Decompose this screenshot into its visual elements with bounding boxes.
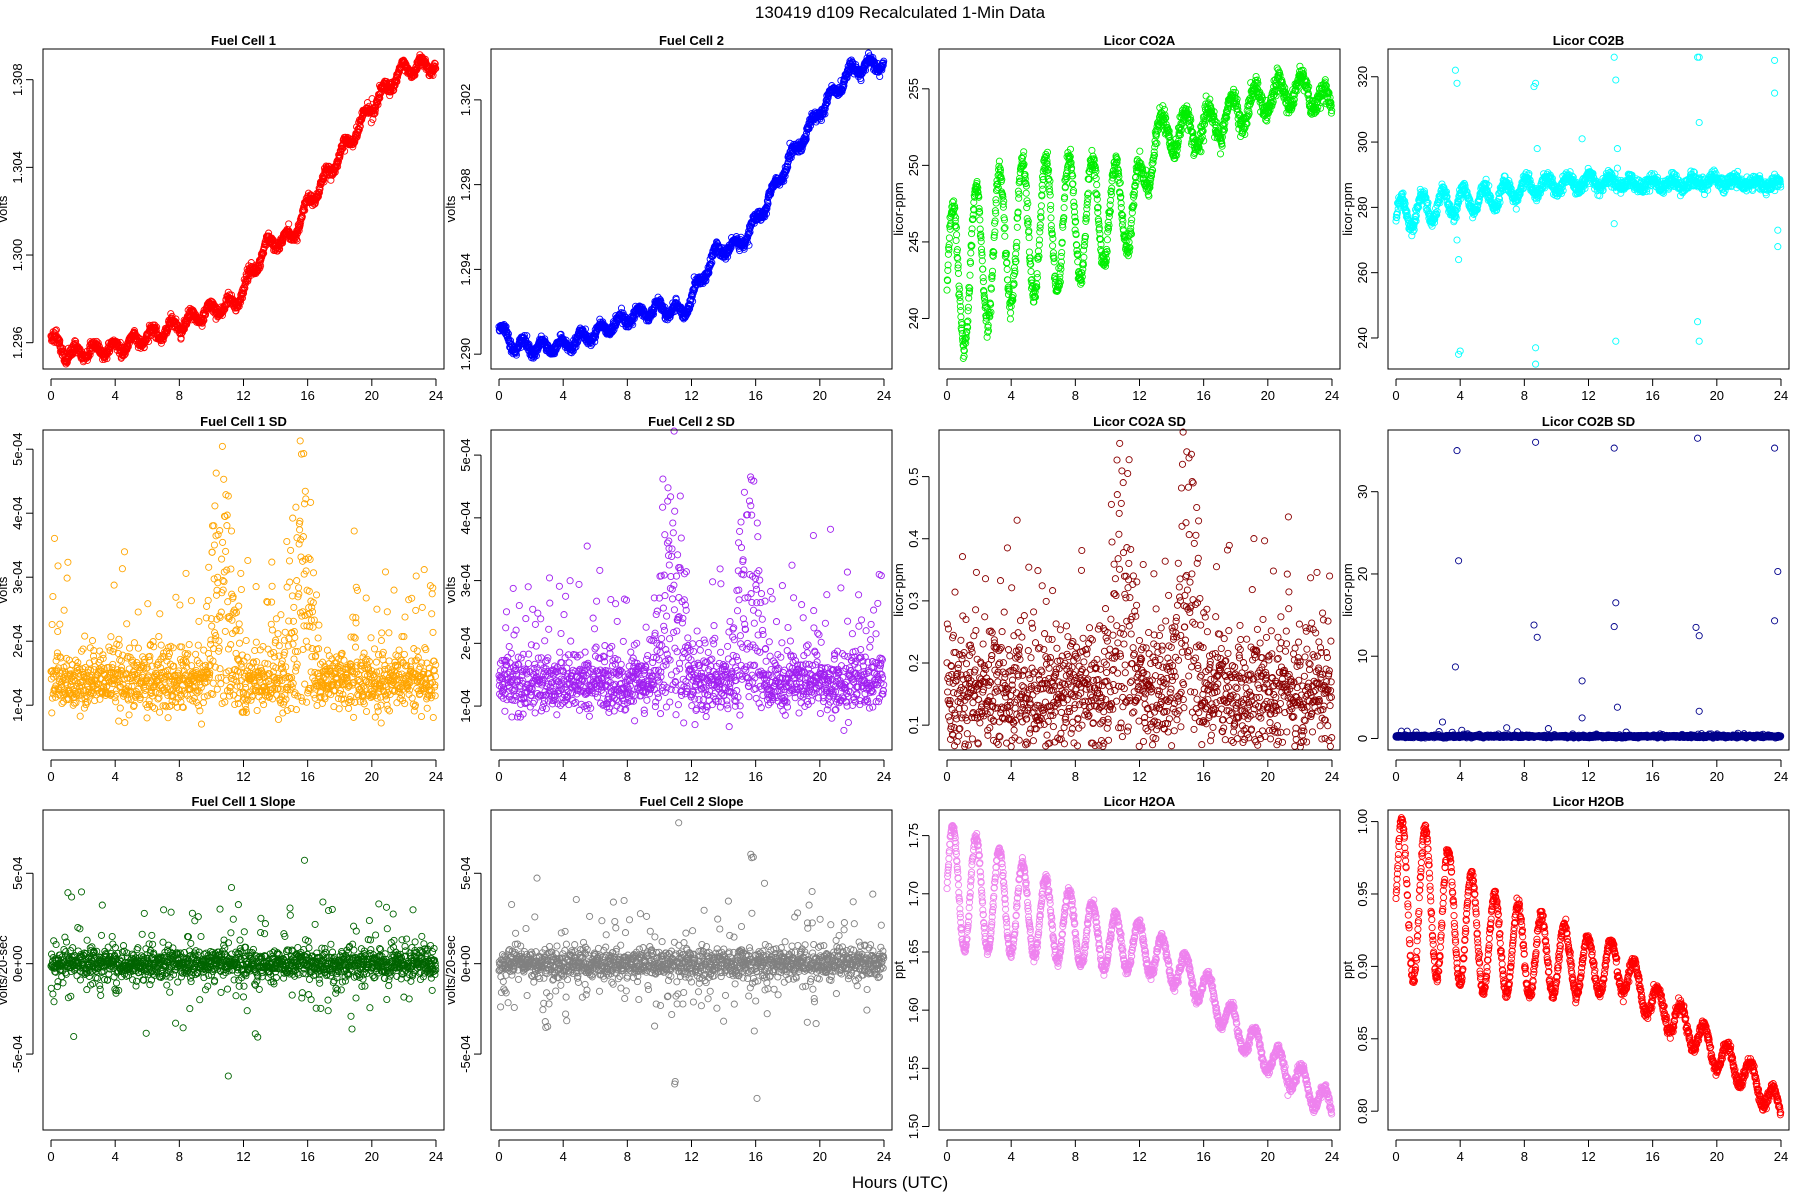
- data-series: [496, 50, 887, 361]
- plot-frame: [43, 49, 444, 369]
- y-tick-label: 1.296: [10, 326, 25, 359]
- data-point: [1004, 266, 1010, 272]
- y-tick-label: 1.308: [10, 63, 25, 96]
- data-point: [954, 232, 960, 238]
- data-point: [958, 314, 964, 320]
- data-point: [1048, 202, 1054, 208]
- x-tick-label: 20: [813, 388, 827, 403]
- panel-grid: Fuel Cell 1 0 4 8 12 16 20 24 1.296 1.300 1.304 1.3…: [0, 33, 1789, 1164]
- data-point: [1023, 190, 1029, 196]
- y-tick-label: 1.294: [458, 253, 473, 286]
- data-point: [1094, 182, 1100, 188]
- x-tick-label: 24: [429, 388, 443, 403]
- data-point: [1089, 147, 1095, 153]
- y-tick-label: 1.290: [458, 338, 473, 371]
- figure-title: 130419 d109 Recalculated 1-Min Data: [755, 3, 1046, 22]
- data-point: [1048, 215, 1054, 221]
- data-point: [1104, 237, 1110, 243]
- data-point: [1008, 310, 1014, 316]
- x-tick-label: 20: [365, 388, 379, 403]
- data-point: [1108, 197, 1114, 203]
- y-tick-label: 1.304: [10, 151, 25, 184]
- x-tick-label: 8: [624, 388, 631, 403]
- data-point: [1002, 233, 1008, 239]
- data-point: [1038, 209, 1044, 215]
- x-tick-label: 4: [112, 388, 119, 403]
- x-tick-label: 16: [748, 388, 762, 403]
- data-point: [953, 237, 959, 243]
- x-tick-label: 0: [47, 388, 54, 403]
- data-point: [1005, 277, 1011, 283]
- data-point: [1047, 178, 1053, 184]
- data-point: [967, 272, 973, 278]
- figure-xlabel: Hours (UTC): [852, 1173, 948, 1192]
- y-tick-label: 1.298: [458, 168, 473, 201]
- data-point: [1059, 249, 1065, 255]
- data-point: [1014, 224, 1020, 230]
- data-series: [48, 52, 439, 367]
- data-point: [1028, 268, 1034, 274]
- plot-frame: [491, 49, 892, 369]
- x-tick-label: 12: [236, 388, 250, 403]
- data-point: [968, 250, 974, 256]
- y-axis-label: volts: [443, 195, 458, 222]
- chart-title: Fuel Cell 1: [211, 33, 276, 48]
- x-axis: 0 4 8 12 16 20 24: [495, 379, 891, 403]
- y-tick-label: 1.302: [458, 84, 473, 117]
- figure: 130419 d109 Recalculated 1-Min Data Hour…: [0, 0, 1800, 1200]
- y-axis: 1.296 1.300 1.304 1.308: [10, 63, 33, 359]
- data-point: [1021, 149, 1027, 155]
- chart-panel-1: Fuel Cell 1 0 4 8 12 16 20 24 1.296 1.300 1.304 1.3…: [0, 33, 444, 403]
- data-point: [1038, 203, 1044, 209]
- data-point: [1050, 243, 1056, 249]
- data-point: [958, 308, 964, 314]
- data-point: [977, 217, 983, 223]
- data-point: [946, 235, 952, 241]
- data-point: [1081, 254, 1087, 260]
- data-point: [1061, 205, 1067, 211]
- data-point: [1024, 205, 1030, 211]
- x-tick-label: 4: [560, 388, 567, 403]
- data-point: [286, 221, 292, 227]
- data-point: [980, 279, 986, 285]
- chart-panel-2: Fuel Cell 2 0 4 8 12 16 20 24 1.290 1.294 1.298 1.3…: [443, 33, 892, 403]
- x-tick-label: 24: [877, 388, 891, 403]
- y-tick-label: 1.300: [10, 239, 25, 272]
- x-tick-label: 12: [684, 388, 698, 403]
- data-point: [944, 287, 950, 293]
- data-point: [1026, 249, 1032, 255]
- data-point: [1040, 186, 1046, 192]
- data-point: [1034, 274, 1040, 280]
- x-tick-label: 16: [300, 388, 314, 403]
- x-tick-label: 0: [495, 388, 502, 403]
- data-point: [1071, 203, 1077, 209]
- data-point: [1007, 316, 1013, 322]
- x-axis: 0 4 8 12 16 20 24: [47, 379, 443, 403]
- chart-title: Licor CO2A: [1104, 33, 1176, 48]
- chart-title: Fuel Cell 2: [659, 33, 724, 48]
- data-point: [969, 226, 975, 232]
- y-axis: 1.290 1.294 1.298 1.302: [458, 84, 481, 371]
- x-tick-label: 8: [176, 388, 183, 403]
- y-axis-label: volts: [0, 195, 10, 222]
- data-point: [980, 266, 986, 272]
- data-series: [944, 63, 1335, 361]
